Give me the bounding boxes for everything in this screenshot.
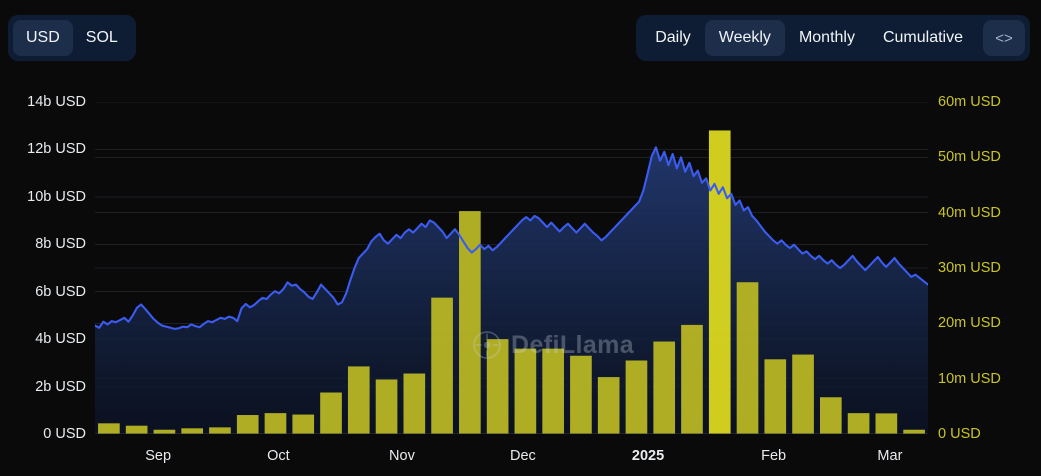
chart-bar <box>403 373 426 434</box>
left-axis-tick: 4b USD <box>35 331 86 348</box>
chart-bar <box>847 413 870 434</box>
chart-svg <box>95 102 928 434</box>
left-axis-tick: 8b USD <box>35 236 86 253</box>
chart-bar <box>347 366 370 434</box>
right-axis-tick: 30m USD <box>938 260 1001 276</box>
right-axis-tick: 40m USD <box>938 204 1001 221</box>
chart-bar <box>459 211 481 434</box>
x-axis-tick-label: Oct <box>267 448 290 464</box>
plot-area[interactable] <box>95 102 928 434</box>
code-embed-button[interactable]: <> <box>983 20 1025 56</box>
chart-bar <box>542 348 564 434</box>
chart-bar <box>320 392 342 434</box>
chart-bar <box>98 423 120 434</box>
chart-bar <box>181 428 204 434</box>
currency-option-sol[interactable]: SOL <box>73 20 131 56</box>
right-axis-tick: 10m USD <box>938 370 1001 387</box>
chart-bar <box>736 282 759 434</box>
right-axis-tick: 20m USD <box>938 315 1001 332</box>
chart-toolbar: USD SOL Daily Weekly Monthly Cumulative <> <box>0 0 1041 76</box>
chart-bar <box>153 429 176 434</box>
left-axis-tick: 2b USD <box>35 378 86 395</box>
left-axis-tick: 12b USD <box>27 141 86 158</box>
chart-bar <box>486 339 509 434</box>
x-axis-tick-label: Nov <box>389 448 415 464</box>
line-series <box>95 146 928 330</box>
x-axis-tick-label: Sep <box>145 448 172 464</box>
x-axis-tick-label: Mar <box>877 448 903 464</box>
period-option-daily[interactable]: Daily <box>641 20 705 56</box>
left-axis-tick: 10b USD <box>27 188 86 205</box>
chart-bar <box>514 348 537 434</box>
chart-bar <box>764 359 787 434</box>
x-axis-tick-label: Feb <box>761 448 787 464</box>
chart-bar <box>125 425 148 434</box>
chart-bar <box>431 297 453 434</box>
currency-option-usd[interactable]: USD <box>13 20 73 56</box>
chart-bar <box>597 377 620 434</box>
right-y-axis: 0 USD 10m USD 20m USD 30m USD 40m USD 50m USD… <box>938 76 1041 476</box>
chart-bar <box>570 355 592 434</box>
bar-series <box>98 130 925 434</box>
left-y-axis: 0 USD 2b USD 4b USD 6b USD 8b USD 10b USD 12b … <box>0 76 86 476</box>
chart-bar <box>236 415 259 434</box>
chart-bar <box>375 379 398 434</box>
chart-bar <box>708 130 731 434</box>
period-option-weekly[interactable]: Weekly <box>704 20 785 56</box>
chart-container: 0 USD 2b USD 4b USD 6b USD 8b USD 10b USD 12b … <box>0 76 1041 476</box>
period-option-monthly[interactable]: Monthly <box>785 20 869 56</box>
x-axis-tick-label: 2025 <box>631 448 665 464</box>
chart-bar <box>625 360 648 434</box>
period-toggle-group: Daily Weekly Monthly Cumulative <> <box>636 15 1030 61</box>
chart-bar <box>653 341 676 434</box>
right-axis-tick: 0 USD <box>938 426 981 442</box>
left-axis-tick: 6b USD <box>35 283 86 300</box>
chart-bar <box>903 429 925 434</box>
chart-bar <box>819 397 842 434</box>
chart-bar <box>681 324 703 434</box>
chart-bar <box>292 414 315 434</box>
left-axis-tick: 14b USD <box>27 94 86 110</box>
currency-toggle-group: USD SOL <box>8 15 136 61</box>
chart-bar <box>264 413 287 434</box>
right-axis-tick: 60m USD <box>938 94 1001 110</box>
chart-bar <box>209 427 231 434</box>
right-axis-tick: 50m USD <box>938 149 1001 166</box>
x-axis-tick-label: Dec <box>510 448 536 464</box>
chart-bar <box>792 354 814 434</box>
chart-bar <box>875 413 898 434</box>
period-option-cumulative[interactable]: Cumulative <box>869 20 977 56</box>
left-axis-tick: 0 USD <box>43 426 86 442</box>
